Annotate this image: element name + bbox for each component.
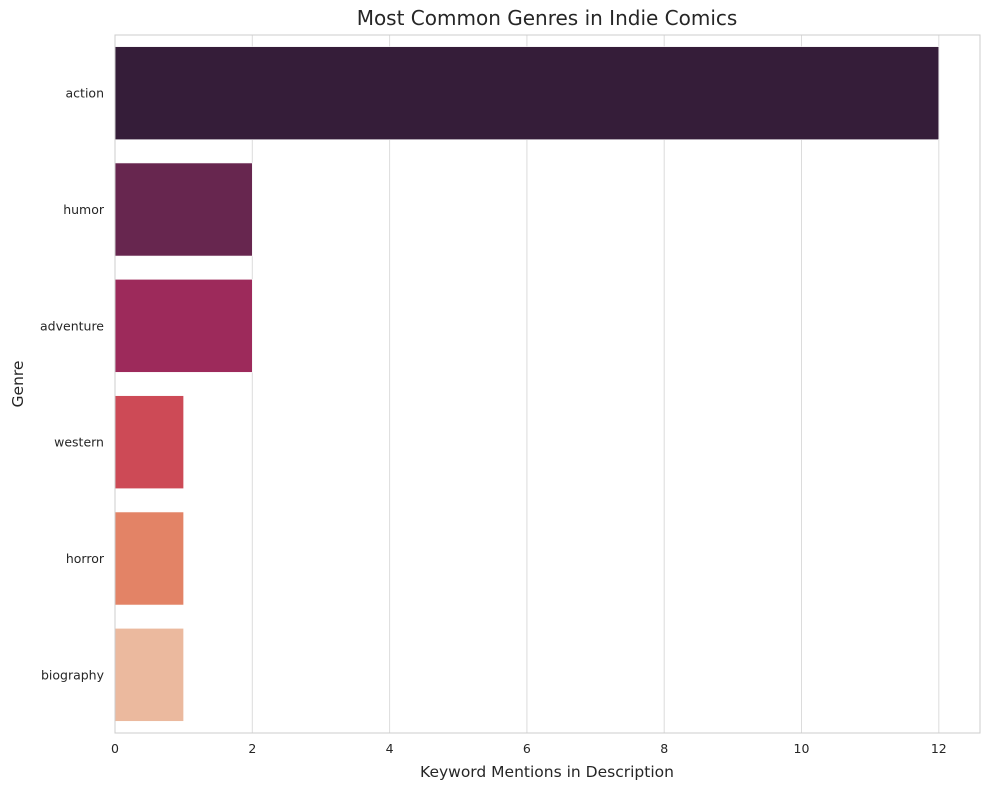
y-tick-label-biography: biography — [41, 667, 105, 682]
bar-biography — [114, 627, 184, 722]
y-tick-label-adventure: adventure — [40, 318, 104, 333]
x-axis-title: Keyword Mentions in Description — [420, 763, 674, 781]
x-tick-label: 12 — [931, 741, 947, 756]
y-tick-label-humor: humor — [63, 202, 105, 217]
plot-frame — [114, 34, 981, 734]
x-tick-label: 8 — [660, 741, 668, 756]
y-axis-title: Genre — [9, 361, 27, 408]
x-tick-label: 0 — [111, 741, 119, 756]
bar-action — [114, 46, 940, 141]
x-tick-label: 6 — [523, 741, 531, 756]
y-tick-label-horror: horror — [66, 551, 105, 566]
chart-title: Most Common Genres in Indie Comics — [357, 6, 738, 30]
bar-horror — [114, 511, 184, 606]
bar-western — [114, 395, 184, 489]
y-tick-label-western: western — [54, 435, 104, 450]
x-tick-label: 2 — [248, 741, 256, 756]
gridlines — [114, 35, 940, 733]
x-tick-label: 10 — [794, 741, 810, 756]
y-tick-labels: action humor adventure western horror biograp… — [40, 86, 105, 683]
bar-humor — [114, 162, 253, 257]
y-tick-label-action: action — [66, 86, 104, 101]
bars — [114, 46, 940, 722]
bar-adventure — [114, 278, 253, 373]
x-tick-labels: 0 2 4 6 8 10 12 — [111, 741, 947, 756]
x-tick-label: 4 — [386, 741, 394, 756]
